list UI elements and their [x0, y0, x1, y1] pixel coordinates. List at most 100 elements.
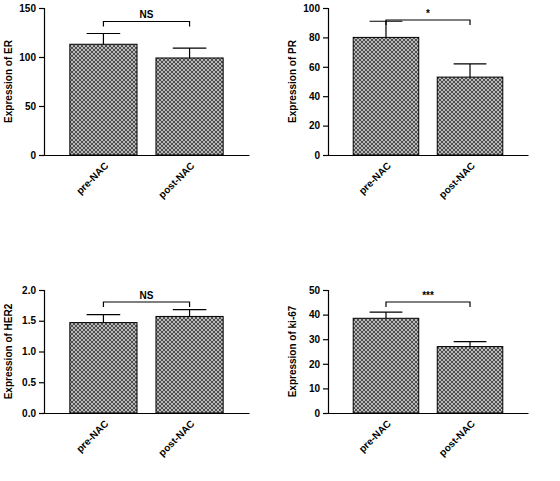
y-tick-mark — [323, 96, 328, 97]
y-tick-mark — [39, 290, 44, 291]
x-tick-label: post-NAC — [156, 418, 196, 458]
x-tick: pre-NAC — [357, 160, 393, 196]
y-tick: 0 — [314, 150, 328, 161]
y-axis-line — [39, 291, 45, 414]
y-tick-label: 100 — [19, 52, 36, 63]
bar — [70, 44, 137, 155]
y-tick-mark — [39, 382, 44, 383]
bar — [156, 58, 223, 155]
y-tick-label: 20 — [309, 359, 321, 370]
bar — [437, 77, 503, 155]
plot-area — [353, 312, 503, 413]
x-tick-label: pre-NAC — [74, 160, 110, 196]
y-tick-label: 10 — [309, 383, 321, 394]
plot-area — [70, 33, 223, 155]
y-tick-label: 1.5 — [22, 315, 36, 326]
y-axis-line — [323, 291, 329, 414]
x-axis-line — [45, 155, 250, 156]
error-bar — [454, 342, 487, 347]
y-tick-mark — [39, 57, 44, 58]
error-bar — [87, 33, 121, 44]
x-tick: pre-NAC — [357, 418, 393, 454]
y-tick: 0.0 — [22, 408, 44, 419]
y-tick-label: 40 — [309, 91, 321, 102]
panel: 020406080100pre-NACpost-NACExpression of… — [287, 3, 529, 201]
y-tick-label: 150 — [19, 3, 36, 14]
y-tick: 50 — [25, 101, 44, 112]
error-bar — [454, 64, 487, 77]
x-tick: pre-NAC — [74, 418, 110, 454]
x-tick-label: post-NAC — [437, 418, 477, 458]
bar — [353, 318, 419, 413]
y-tick-mark — [39, 351, 44, 352]
y-axis: 0 50 100 150 — [19, 3, 44, 161]
y-tick: 100 — [19, 52, 44, 63]
y-tick-label: 0 — [30, 150, 36, 161]
y-tick-label: 0.0 — [22, 408, 36, 419]
panel: 0.0 0.5 1.0 1.5 2.0 pre-NAC post-NAC Expression… — [3, 285, 250, 459]
y-tick-label: 60 — [309, 62, 321, 73]
significance-bracket — [386, 20, 470, 25]
error-bar — [173, 310, 207, 317]
y-axis-line — [39, 9, 45, 156]
x-tick-label: pre-NAC — [357, 160, 393, 196]
y-axis-line — [323, 9, 329, 156]
y-tick-mark — [323, 155, 328, 156]
y-axis: 0.0 0.5 1.0 1.5 2.0 — [22, 285, 44, 419]
y-tick-mark — [39, 8, 44, 9]
significance-bracket — [103, 21, 189, 26]
significance-bracket — [386, 302, 470, 307]
y-tick-mark — [323, 67, 328, 68]
y-tick-label: 0 — [314, 408, 320, 419]
panel: 0 10 20 30 40 50 pre-NAC post-NAC Expression of … — [287, 285, 529, 459]
y-tick: 1.5 — [22, 315, 44, 326]
y-tick-label: 1.0 — [22, 346, 36, 357]
y-tick-mark — [39, 321, 44, 322]
y-tick: 40 — [309, 91, 328, 102]
significance-label: NS — [140, 290, 154, 301]
x-axis: pre-NAC post-NAC — [329, 156, 529, 201]
y-tick: 150 — [19, 3, 44, 14]
y-tick-label: 40 — [309, 309, 321, 320]
x-tick-label: post-NAC — [437, 160, 477, 200]
y-tick-label: 100 — [303, 3, 320, 14]
x-axis-line — [329, 413, 529, 414]
y-tick: 100 — [303, 3, 328, 14]
y-tick: 20 — [309, 359, 328, 370]
y-tick-mark — [39, 155, 44, 156]
y-tick-mark — [323, 364, 328, 365]
x-axis: pre-NAC post-NAC — [329, 414, 529, 459]
y-tick-mark — [323, 315, 328, 316]
y-tick-mark — [323, 8, 328, 9]
significance-label: NS — [140, 9, 154, 20]
y-tick-mark — [39, 106, 44, 107]
y-tick-mark — [323, 339, 328, 340]
y-tick: 40 — [309, 309, 328, 320]
y-axis-title: Expression of ki-67 — [287, 305, 298, 397]
y-tick-label: 0.5 — [22, 377, 36, 388]
bar — [156, 316, 223, 413]
y-tick: 0.5 — [22, 377, 44, 388]
y-axis-title: Expression of ER — [3, 39, 14, 123]
y-axis: 0 20 40 60 80 100 — [303, 3, 328, 161]
y-tick-mark — [39, 413, 44, 414]
bar — [437, 347, 503, 413]
plot-area — [353, 21, 503, 155]
y-tick: 60 — [309, 62, 328, 73]
y-tick: 30 — [309, 334, 328, 345]
y-tick-mark — [323, 37, 328, 38]
y-axis-title: Expression of HER2 — [3, 303, 14, 399]
significance-bracket — [103, 302, 189, 307]
y-tick-mark — [323, 290, 328, 291]
y-tick: 20 — [309, 120, 328, 131]
y-tick: 50 — [309, 285, 328, 296]
x-tick: post-NAC — [156, 418, 196, 458]
y-tick: 80 — [309, 32, 328, 43]
significance-label: *** — [422, 290, 434, 301]
x-tick: pre-NAC — [74, 160, 110, 196]
x-tick: post-NAC — [437, 418, 477, 458]
y-tick: 2.0 — [22, 285, 44, 296]
x-tick-label: pre-NAC — [74, 418, 110, 454]
y-tick: 0 — [314, 408, 328, 419]
y-tick-mark — [323, 388, 328, 389]
